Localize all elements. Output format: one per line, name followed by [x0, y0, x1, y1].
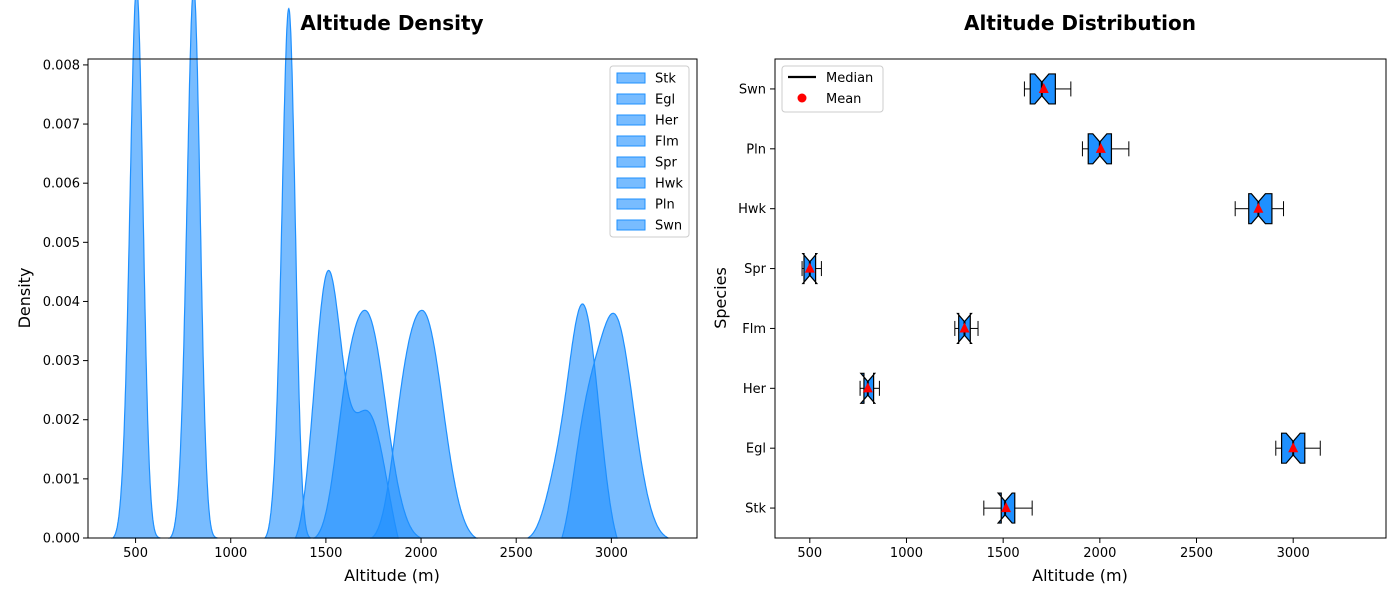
density-legend-swatch-egl	[616, 93, 646, 105]
density-area-spr	[110, 0, 161, 539]
density-y-tick-label: 0.001	[43, 472, 80, 487]
density-y-tick-label: 0.008	[43, 58, 80, 73]
density-legend-label-flm: Flm	[655, 135, 679, 150]
density-legend-box	[609, 65, 690, 238]
boxplot-legend-label-mean: Mean	[826, 92, 861, 107]
density-x-tick-label: 1000	[214, 546, 247, 561]
boxplot-x-tick-label: 500	[797, 546, 822, 561]
box-pln	[1081, 133, 1130, 165]
density-legend-label-pln: Pln	[655, 198, 675, 213]
box-her	[859, 372, 880, 404]
density-legend-label-swn: Swn	[655, 219, 682, 234]
density-legend-swatch-stk	[616, 72, 646, 84]
density-y-ticks: 0.000 0.001 0.002 0.003 0.004 0.005 0.006 0.007…	[43, 58, 88, 547]
box-spr	[801, 252, 822, 285]
mean-marker	[1001, 502, 1012, 513]
boxplot-panel: Altitude Distribution 500 1000 1500 2000 250…	[711, 11, 1387, 585]
density-plot-frame	[87, 58, 698, 539]
mean-marker	[1095, 142, 1106, 153]
boxplot-boxes	[801, 73, 1321, 524]
boxplot-x-ticks: 500 1000 1500 2000 2500 3000	[797, 538, 1310, 561]
boxplot-x-tick-label: 3000	[1277, 546, 1310, 561]
density-legend-label-stk: Stk	[655, 72, 676, 87]
density-legend-swatch-pln	[616, 198, 646, 210]
density-y-tick-label: 0.005	[43, 236, 80, 251]
density-legend-label-hwk: Hwk	[655, 177, 683, 192]
boxplot-x-tick-label: 1000	[890, 546, 923, 561]
density-legend-label-spr: Spr	[655, 156, 678, 171]
mean-marker	[959, 322, 970, 333]
mean-marker	[1038, 82, 1049, 93]
boxplot-x-tick-label: 2500	[1180, 546, 1213, 561]
boxplot-y-tick-label-hwk: Hwk	[738, 202, 766, 217]
boxplot-y-tick-label-her: Her	[743, 382, 767, 397]
density-y-tick-label: 0.002	[43, 413, 80, 428]
density-y-tick-label: 0.006	[43, 177, 80, 192]
density-legend-swatch-hwk	[616, 177, 646, 189]
boxplot-x-tick-label: 1500	[987, 546, 1020, 561]
density-x-tick-label: 2500	[500, 546, 533, 561]
boxplot-chart-title: Altitude Distribution	[964, 11, 1196, 35]
density-y-tick-label: 0.000	[43, 532, 80, 547]
box-swn	[1023, 73, 1072, 105]
boxplot-plot-frame	[774, 58, 1387, 539]
density-areas	[110, 0, 669, 539]
density-panel: Altitude Density 500 1000 1500 2000 2500 3000…	[15, 0, 698, 585]
box-egl	[1275, 432, 1321, 464]
density-x-axis-label: Altitude (m)	[344, 566, 440, 585]
boxplot-legend-label-median: Median	[826, 71, 873, 86]
boxplot-y-tick-label-egl: Egl	[746, 442, 766, 457]
box-flm	[954, 312, 979, 345]
mean-marker	[804, 262, 815, 273]
density-area-her	[167, 0, 218, 539]
density-area-hwk	[527, 303, 618, 539]
legend-mean-dot	[797, 93, 807, 103]
density-y-tick-label: 0.003	[43, 354, 80, 369]
boxplot-y-ticks: Stk Egl Her Flm Spr Hwk Pln Swn	[738, 82, 775, 517]
density-y-tick-label: 0.004	[43, 295, 80, 310]
density-chart-title: Altitude Density	[300, 11, 483, 35]
density-x-tick-label: 2000	[405, 546, 438, 561]
mean-marker	[862, 382, 873, 393]
density-x-tick-label: 500	[123, 546, 148, 561]
boxplot-y-tick-label-flm: Flm	[742, 322, 766, 337]
density-legend-label-egl: Egl	[655, 93, 675, 108]
mean-marker	[1253, 202, 1264, 213]
boxplot-y-tick-label-pln: Pln	[746, 142, 766, 157]
boxplot-y-tick-label-stk: Stk	[745, 502, 766, 517]
density-legend-swatch-swn	[616, 219, 646, 231]
density-legend-swatch-flm	[616, 135, 646, 147]
boxplot-y-tick-label-swn: Swn	[739, 82, 766, 97]
density-legend-swatch-spr	[616, 156, 646, 168]
density-x-tick-label: 3000	[595, 546, 628, 561]
density-y-tick-label: 0.007	[43, 118, 80, 133]
density-legend-label-her: Her	[655, 114, 679, 129]
boxplot-y-axis-label: Species	[711, 267, 730, 329]
density-area-flm	[263, 7, 311, 539]
boxplot-x-axis-label: Altitude (m)	[1032, 566, 1128, 585]
boxplot-legend: Median Mean	[781, 65, 884, 113]
mean-marker	[1288, 442, 1299, 453]
box-hwk	[1234, 193, 1285, 225]
density-legend: Stk Egl Her Flm Spr Hwk Pln Swn	[609, 65, 690, 238]
density-y-axis-label: Density	[15, 268, 34, 329]
boxplot-y-tick-label-spr: Spr	[744, 262, 767, 277]
box-stk	[983, 492, 1033, 524]
boxplot-x-tick-label: 2000	[1083, 546, 1116, 561]
density-x-tick-label: 1500	[309, 546, 342, 561]
density-x-ticks: 500 1000 1500 2000 2500 3000	[123, 538, 628, 561]
density-legend-swatch-her	[616, 114, 646, 126]
density-area-swn	[312, 309, 422, 539]
